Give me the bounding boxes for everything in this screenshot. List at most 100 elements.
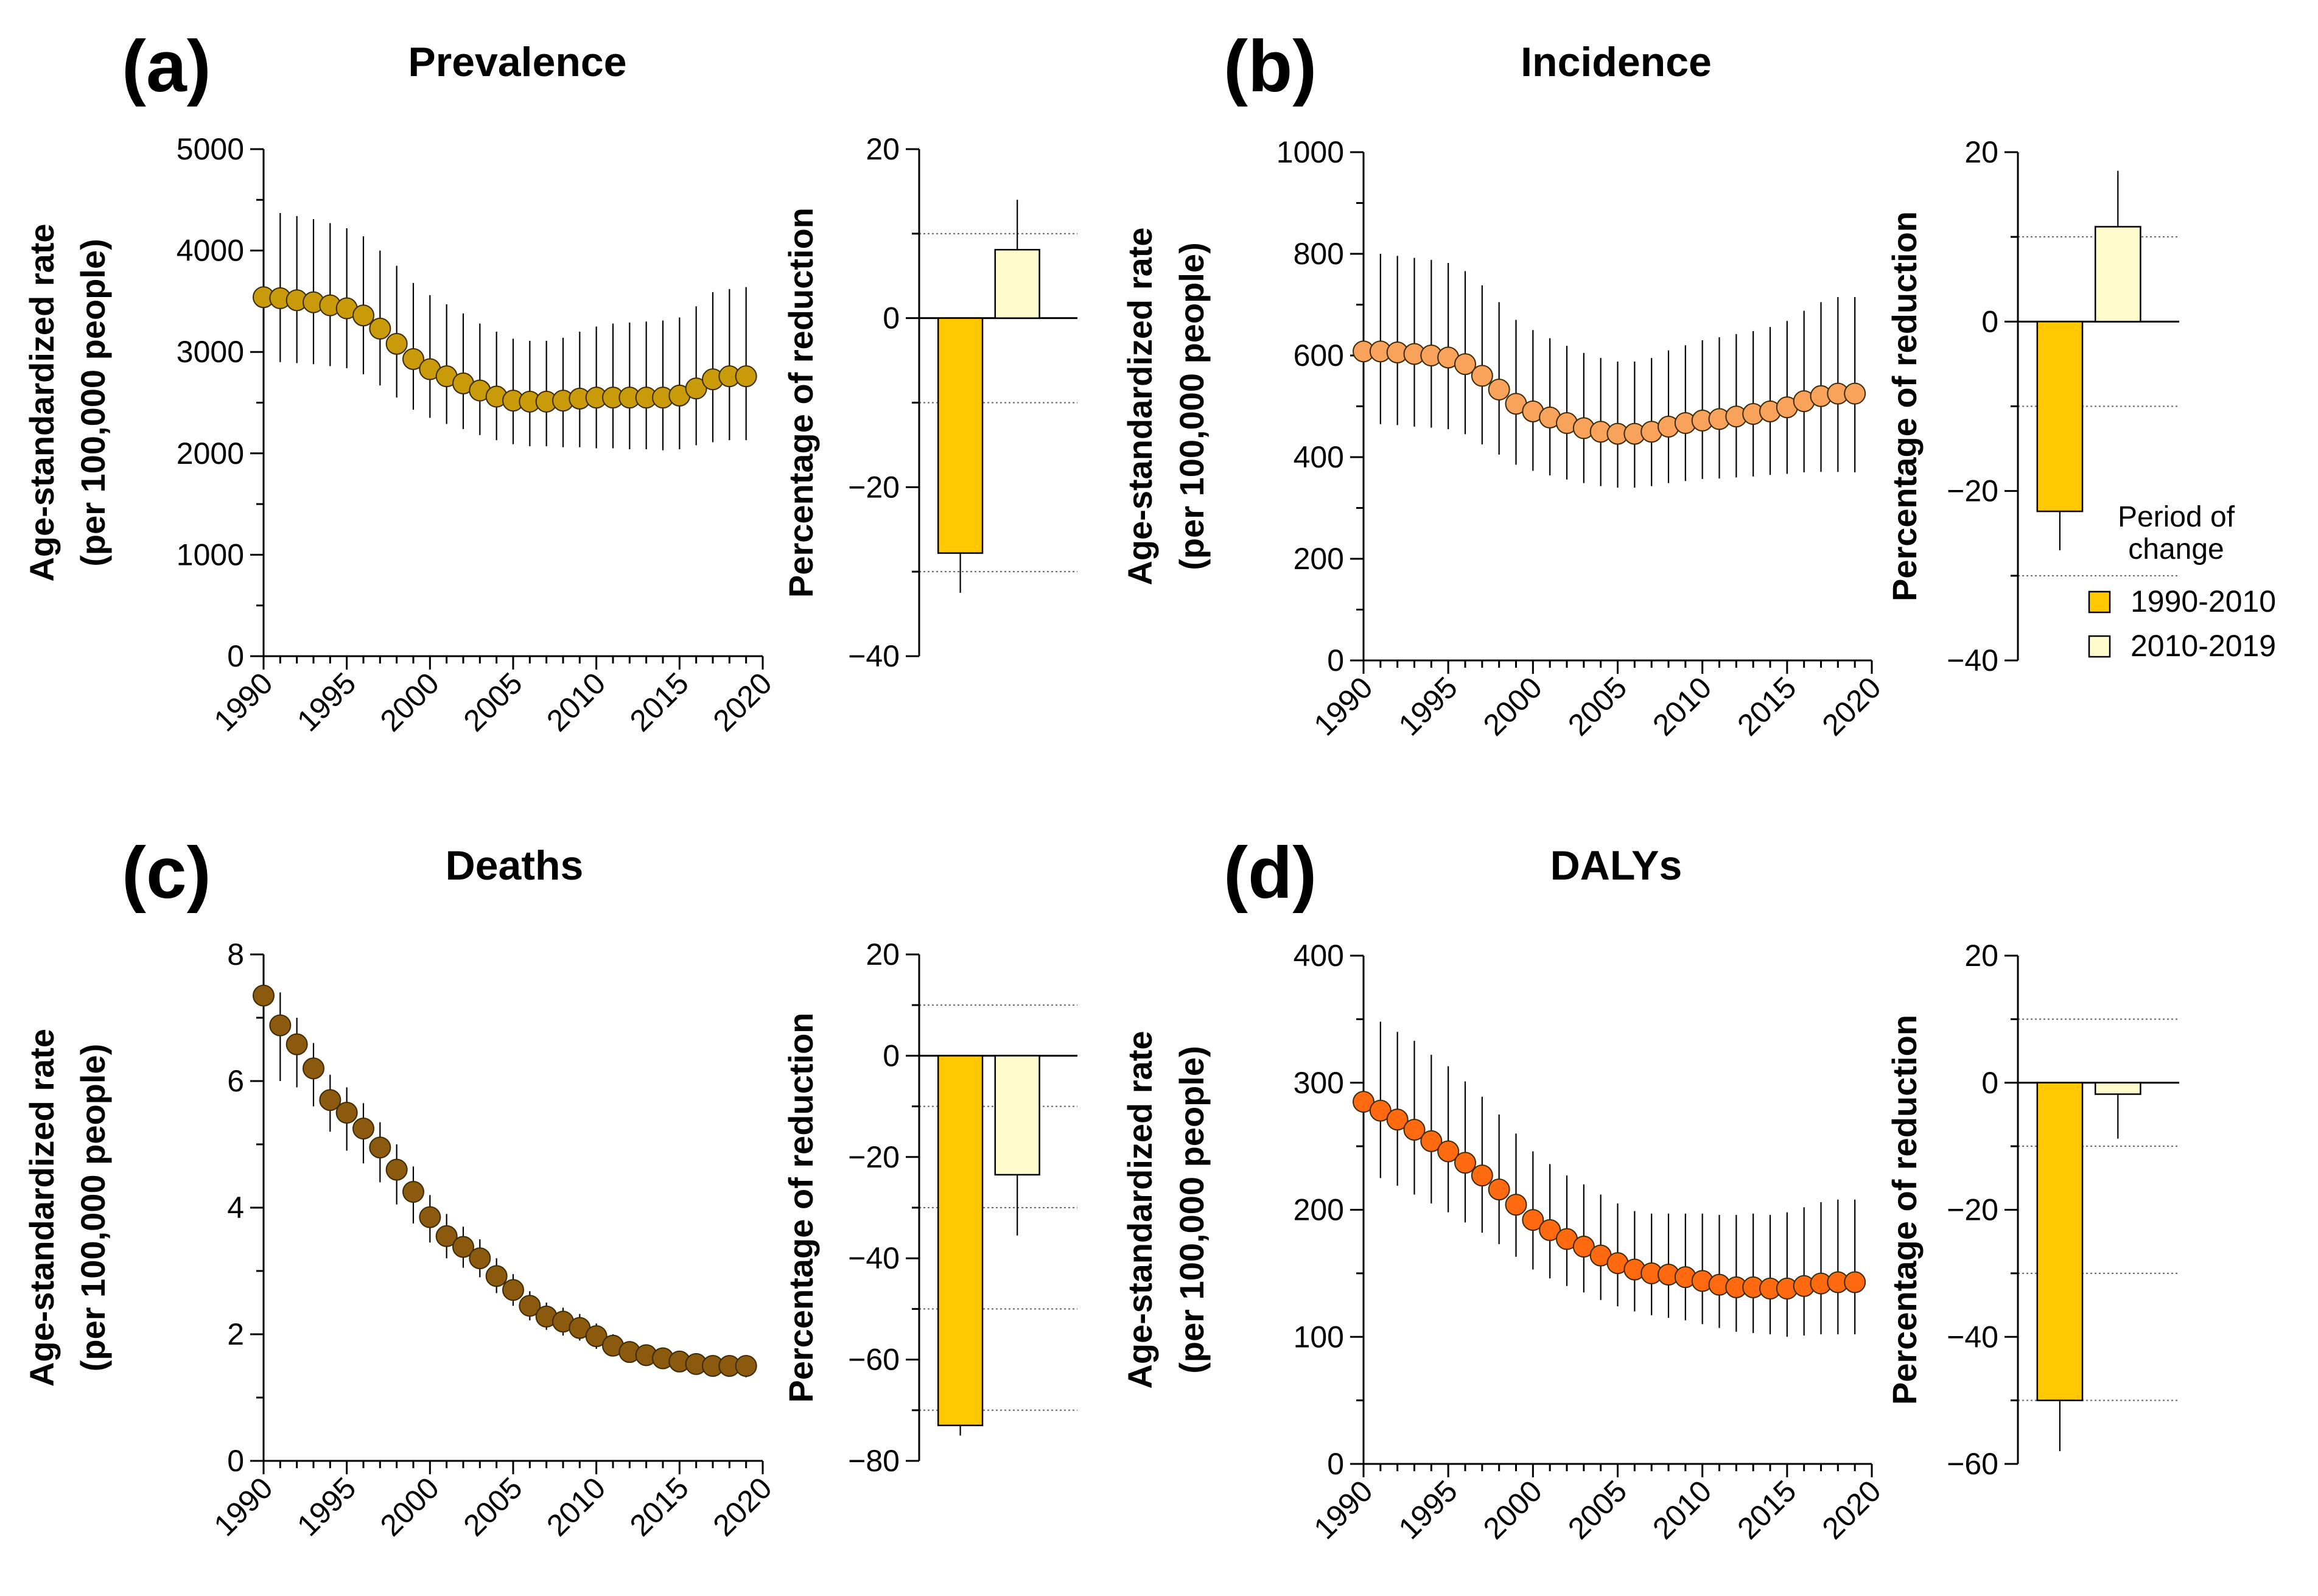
legend: Period of change 1990-2010 2010-2019 <box>2088 501 2276 663</box>
data-point <box>1488 1178 1510 1201</box>
data-point <box>435 1225 458 1247</box>
data-point <box>1539 1219 1561 1241</box>
y-tick-label: 300 <box>1294 1066 1344 1100</box>
y-axis-label-line2: (per 100,000 people) <box>1172 1046 1211 1373</box>
data-point <box>1471 1164 1493 1187</box>
y-tick-label: 1000 <box>177 537 244 572</box>
change-y-tick-label: −80 <box>848 1444 900 1478</box>
data-point <box>402 348 424 370</box>
data-point <box>303 1057 324 1080</box>
panel-a-title: Prevalence <box>408 39 626 85</box>
data-point <box>335 1102 358 1124</box>
change-y-tick-label: 0 <box>1981 1066 1998 1100</box>
data-point <box>269 1014 292 1037</box>
data-point <box>585 1325 608 1348</box>
data-point <box>419 1206 441 1228</box>
data-point <box>1403 1118 1426 1141</box>
data-point <box>1505 1194 1527 1216</box>
y-tick-label: 200 <box>1294 1193 1344 1227</box>
y-tick-label: 2 <box>227 1317 244 1351</box>
y-tick-label: 400 <box>1294 939 1344 973</box>
data-point <box>1353 1091 1374 1113</box>
change-y-axis-label: Percentage of reduction <box>782 1012 820 1402</box>
change-y-tick-label: −20 <box>848 1140 900 1174</box>
bar-2010-2019 <box>994 248 1040 319</box>
y-axis-label-line1: Age-standardized rate <box>23 1029 61 1387</box>
data-point <box>519 1295 541 1317</box>
legend-swatch-1990-2010 <box>2088 590 2111 614</box>
y-tick-label: 4 <box>227 1191 244 1225</box>
data-point <box>1437 1140 1460 1163</box>
data-point <box>485 1265 508 1287</box>
change-y-axis-label: Percentage of reduction <box>1885 1015 1924 1405</box>
x-tick-label: 2010 <box>1646 670 1718 742</box>
data-point <box>352 1118 374 1139</box>
y-tick-label: 600 <box>1294 338 1344 373</box>
y-tick-label: 400 <box>1294 440 1344 474</box>
change-y-tick-label: −20 <box>1947 474 1998 508</box>
data-point <box>1471 365 1493 387</box>
data-point <box>402 1181 424 1203</box>
data-point <box>1369 1099 1392 1122</box>
y-axis-label-line2: (per 100,000 people) <box>1172 242 1211 570</box>
x-tick-label: 1995 <box>290 666 362 738</box>
y-tick-label: 8 <box>227 937 244 971</box>
x-tick-label: 2020 <box>1816 1474 1888 1545</box>
x-tick-label: 1990 <box>208 1471 279 1542</box>
data-point <box>369 317 391 340</box>
change-y-tick-label: −20 <box>848 470 900 504</box>
change-y-axis-label: Percentage of reduction <box>782 208 820 598</box>
change-y-tick-label: 20 <box>866 937 900 971</box>
change-y-tick-label: 20 <box>1964 939 1998 973</box>
x-tick-label: 2015 <box>623 666 695 738</box>
legend-swatch-2010-2019 <box>2088 635 2111 658</box>
x-tick-label: 1990 <box>1308 670 1379 742</box>
y-tick-label: 0 <box>1327 1447 1344 1481</box>
panel-b-change-chart: −40 −20 0 20 Percentage of reduction <box>1885 135 2179 677</box>
legend-label-1990-2010: 1990-2010 <box>2131 584 2276 618</box>
y-tick-label: 0 <box>1327 643 1344 677</box>
y-tick-label: 4000 <box>177 234 244 268</box>
panel-b-label: (b) <box>1224 26 1317 107</box>
panel-c-trend-chart: 0 2 4 6 8 1990 1995 2000 2005 2010 2015 2020 Age-sta… <box>23 937 779 1542</box>
data-point <box>369 1136 391 1159</box>
change-y-tick-label: −40 <box>1947 643 1998 677</box>
x-tick-label: 2005 <box>1561 1474 1633 1545</box>
x-tick-label: 2000 <box>1477 670 1549 742</box>
x-tick-label: 2010 <box>1646 1474 1718 1545</box>
data-point <box>1488 378 1510 401</box>
x-tick-label: 2020 <box>1816 670 1888 742</box>
change-y-tick-label: 0 <box>883 1038 900 1073</box>
change-y-tick-label: −60 <box>848 1343 900 1377</box>
x-tick-label: 1990 <box>1308 1474 1379 1545</box>
legend-label-2010-2019: 2010-2019 <box>2131 629 2276 663</box>
data-point <box>735 1355 757 1377</box>
y-axis-label-line2: (per 100,000 people) <box>74 1044 112 1371</box>
panel-b-trend-chart: 0 200 400 600 800 1000 1990 1995 2000 2005 2010 201… <box>1121 135 1888 742</box>
y-axis-label-line2: (per 100,000 people) <box>74 239 112 566</box>
bar-2010-2019 <box>994 1055 1040 1176</box>
bar-2010-2019 <box>2094 1082 2141 1095</box>
x-tick-label: 2015 <box>623 1471 695 1542</box>
x-tick-label: 2020 <box>707 1471 779 1542</box>
bar-1990-2010 <box>2036 321 2084 513</box>
panel-a-change-chart: −40 −20 0 20 Percentage of reduction <box>782 132 1077 673</box>
change-y-tick-label: −40 <box>848 639 900 673</box>
change-y-tick-label: 0 <box>1981 304 1998 338</box>
data-point <box>385 1158 408 1181</box>
data-point <box>319 1089 341 1111</box>
y-tick-label: 2000 <box>177 436 244 471</box>
data-point <box>502 1279 524 1301</box>
y-axis-label-line1: Age-standardized rate <box>1121 227 1159 585</box>
x-tick-label: 1990 <box>208 666 279 738</box>
data-point <box>385 332 408 355</box>
legend-title-line1: Period of <box>2118 501 2235 533</box>
x-tick-label: 2020 <box>707 666 779 738</box>
y-tick-label: 200 <box>1294 542 1344 576</box>
x-tick-label: 2005 <box>457 1471 529 1542</box>
change-y-tick-label: 20 <box>866 132 900 166</box>
panel-c-title: Deaths <box>446 842 584 889</box>
data-point <box>1420 1130 1443 1152</box>
